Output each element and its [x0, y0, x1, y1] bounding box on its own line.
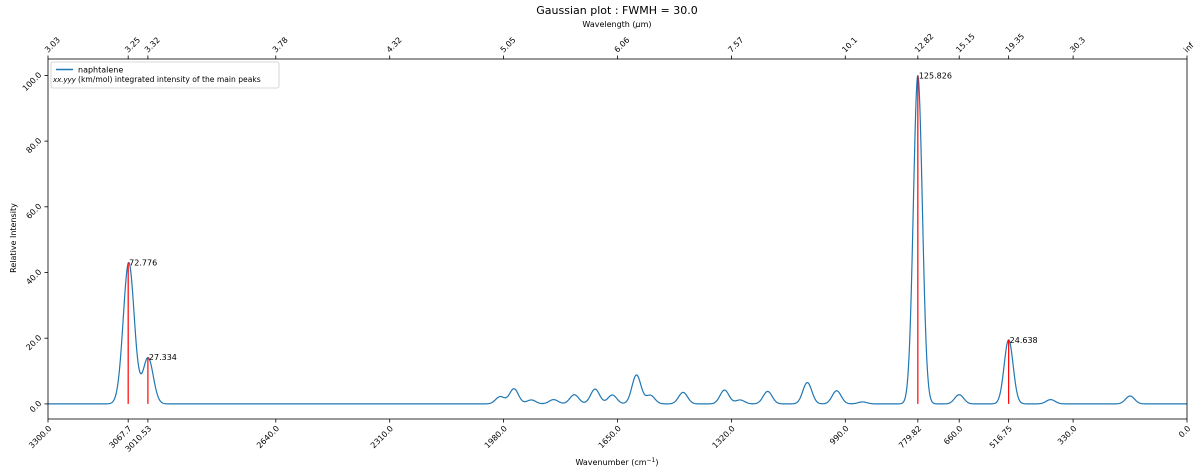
top-tick-label: 12.82: [913, 32, 936, 55]
x-tick-label: 779.82: [897, 424, 923, 450]
legend-box: [50, 61, 280, 89]
x-tick-label: 1320.0: [711, 424, 737, 450]
peak-label: 125.826: [919, 71, 952, 80]
top-tick-label: 10.1: [840, 35, 859, 54]
x-tick-label: 330.0: [1056, 424, 1079, 447]
legend-note-marker: xx.yyy: [52, 76, 77, 84]
top-tick-label: 4.32: [385, 35, 404, 54]
legend-series-label: naphtalene: [78, 66, 123, 75]
top-tick-label: inf: [1182, 41, 1195, 55]
top-tick-label: 3.32: [143, 35, 162, 54]
top-tick-label: 30.3: [1068, 35, 1087, 54]
y-tick-label: 60.0: [24, 202, 43, 221]
x-tick-label: 2640.0: [255, 424, 281, 450]
top-tick-label: 7.57: [726, 35, 745, 54]
peak-label: 24.638: [1010, 336, 1038, 345]
plot-frame: [47, 58, 1188, 420]
top-tick-label: 3.03: [43, 35, 62, 54]
x-tick-label: 660.0: [942, 424, 965, 447]
x-tick-label: 3300.0: [27, 424, 53, 450]
x-tick-label: 516.75: [988, 424, 1014, 450]
y-tick-label: 20.0: [24, 333, 43, 352]
top-axis-label: Wavelength (μm): [582, 20, 651, 29]
x-tick-label: 990.0: [828, 424, 851, 447]
x-tick-label: 2310.0: [369, 424, 395, 450]
y-tick-label: 0.0: [28, 399, 43, 414]
top-tick-label: 6.06: [613, 35, 632, 54]
y-tick-label: 40.0: [24, 268, 43, 287]
y-tick-label: 80.0: [24, 136, 43, 155]
x-axis-label: Wavenumber (cm−1): [575, 457, 658, 468]
top-tick-label: 19.35: [1004, 32, 1027, 55]
top-tick-label: 5.05: [499, 35, 518, 54]
x-tick-label: 1980.0: [483, 424, 509, 450]
top-tick-label: 3.78: [271, 35, 290, 54]
top-tick-label: 3.25: [123, 35, 142, 54]
peak-label: 72.776: [129, 259, 157, 268]
x-tick-label: 0.0: [1177, 424, 1192, 439]
x-axis-label-exponent: −1: [647, 457, 656, 464]
chart-title: Gaussian plot : FWMH = 30.0: [536, 4, 697, 17]
top-tick-label: 15.15: [954, 32, 977, 55]
legend-note-text: (km/mol) integrated intensity of the mai…: [78, 75, 261, 84]
x-tick-label: 1650.0: [597, 424, 623, 450]
y-axis-label: Relative Intensity: [9, 203, 18, 273]
peak-label: 27.334: [149, 353, 177, 362]
y-tick-label: 100.0: [21, 70, 44, 93]
spectrum-line: [48, 75, 1187, 405]
